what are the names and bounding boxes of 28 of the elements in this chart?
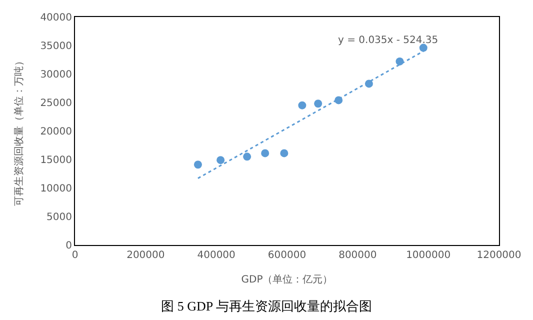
y-tick-label: 25000 <box>40 98 72 109</box>
point <box>243 152 252 161</box>
x-axis-title: GDP（单位：亿元） <box>241 274 333 286</box>
point <box>419 44 428 52</box>
point <box>261 149 270 158</box>
y-tick-label: 35000 <box>40 41 72 52</box>
point <box>314 100 322 108</box>
y-tick-label: 30000 <box>40 70 72 80</box>
x-tick-label: 800000 <box>338 250 377 261</box>
y-tick-label: 20000 <box>40 126 72 138</box>
x-tick-label: 1200000 <box>476 250 522 261</box>
point <box>194 160 202 169</box>
point <box>298 101 306 110</box>
point <box>280 149 288 158</box>
y-tick-label: 40000 <box>40 12 72 24</box>
x-tick-label: 600000 <box>268 250 306 261</box>
y-axis-title: 可再生资源回收量（单位：万吨） <box>13 56 26 206</box>
point <box>396 57 404 66</box>
text: 图 5 GDP 与再生资源回收量的拟合图 <box>161 298 372 314</box>
x-tick-label: 1000000 <box>406 250 451 261</box>
y-tick-label: 10000 <box>40 184 72 194</box>
point <box>216 156 225 164</box>
y-tick-label: 5000 <box>46 212 72 223</box>
y-tick-label: 0 <box>66 240 72 252</box>
x-tick-label: 200000 <box>126 250 165 261</box>
x-tick-label: 400000 <box>197 250 236 261</box>
y-tick-label: 15000 <box>40 155 72 166</box>
annotation: y = 0.035x - 524.35 <box>338 35 438 46</box>
